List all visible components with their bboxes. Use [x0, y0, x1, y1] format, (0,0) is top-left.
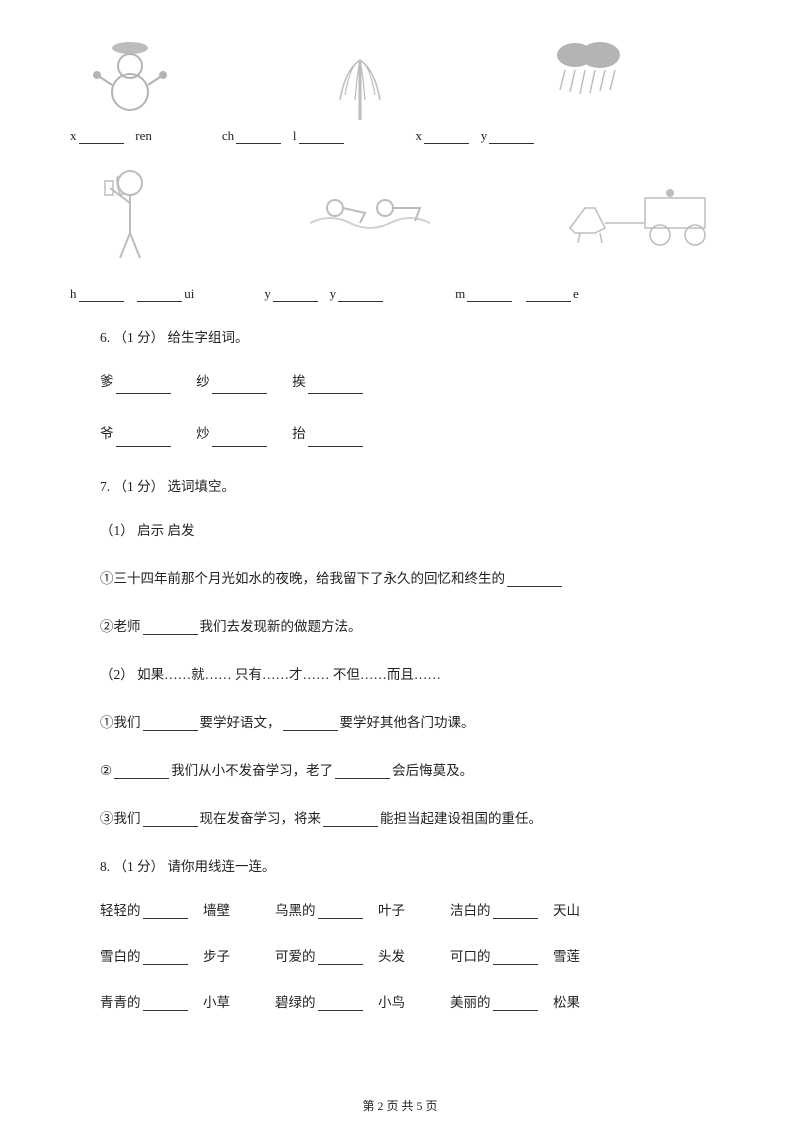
- char-text: 炒: [196, 426, 210, 441]
- sentence-text: 会后悔莫及。: [392, 763, 473, 778]
- char-text: 挨: [292, 374, 306, 389]
- word-text: 洁白的: [450, 903, 491, 918]
- char-text: 爹: [100, 374, 114, 389]
- word-text: 松果: [553, 995, 580, 1010]
- rain-image: [530, 30, 650, 120]
- pinyin-1c: x y: [416, 128, 537, 144]
- q7-line4: ② 我们从小不发奋学习，老了 会后悔莫及。: [100, 759, 740, 779]
- q7-part2-label: （2） 如果……就…… 只有……才…… 不但……而且……: [100, 663, 740, 683]
- snowman-image: [70, 30, 190, 120]
- swimming-image: [300, 168, 450, 258]
- pinyin-text: m: [455, 286, 465, 301]
- word-text: 步子: [203, 949, 230, 964]
- q8-row3: 青青的 小草 碧绿的 小鸟 美丽的 松果: [100, 991, 740, 1011]
- pinyin-text: y: [330, 286, 337, 301]
- sentence-text: ②老师: [100, 619, 141, 634]
- carriage-image: [560, 168, 730, 258]
- word-text: 轻轻的: [100, 903, 141, 918]
- q7-line3: ①我们 要学好语文， 要学好其他各门功课。: [100, 711, 740, 731]
- image-row-2: [60, 168, 740, 258]
- q6-row1: 爹 纱 挨: [100, 370, 740, 394]
- willow-image: [300, 30, 420, 120]
- char-text: 纱: [196, 374, 210, 389]
- q8-row1: 轻轻的 墙壁 乌黑的 叶子 洁白的 天山: [100, 899, 740, 919]
- q6-row2: 爷 炒 抬: [100, 422, 740, 446]
- word-text: 青青的: [100, 995, 141, 1010]
- pinyin-text: ch: [222, 128, 234, 143]
- pinyin-text: y: [481, 128, 488, 143]
- word-text: 乌黑的: [275, 903, 316, 918]
- sentence-text: 要学好语文，: [200, 715, 281, 730]
- q7-header: 7. （1 分） 选词填空。: [100, 475, 740, 495]
- word-text: 天山: [553, 903, 580, 918]
- word-text: 小草: [203, 995, 230, 1010]
- pinyin-row-2: h ui y y m e: [60, 286, 740, 302]
- pinyin-text: y: [264, 286, 271, 301]
- q7-part1-label: （1） 启示 启发: [100, 519, 740, 539]
- q7-line5: ③我们 现在发奋学习，将来 能担当起建设祖国的重任。: [100, 807, 740, 827]
- word-text: 可爱的: [275, 949, 316, 964]
- pinyin-text: l: [293, 128, 297, 143]
- pinyin-text: ren: [135, 128, 152, 143]
- pinyin-text: e: [573, 286, 579, 301]
- sentence-text: 我们去发现新的做题方法。: [200, 619, 362, 634]
- char-text: 爷: [100, 426, 114, 441]
- word-text: 小鸟: [378, 995, 405, 1010]
- sentence-text: ①三十四年前那个月光如水的夜晚，给我留下了永久的回忆和终生的: [100, 571, 505, 586]
- pinyin-1a: x ren: [70, 128, 152, 144]
- sentence-text: 能担当起建设祖国的重任。: [380, 811, 542, 826]
- sentence-text: ③我们: [100, 811, 141, 826]
- q6-header: 6. （1 分） 给生字组词。: [100, 326, 740, 346]
- pinyin-1b: ch l: [222, 128, 346, 144]
- pinyin-text: x: [70, 128, 77, 143]
- char-text: 抬: [292, 426, 306, 441]
- pinyin-2b: y y: [264, 286, 385, 302]
- q8-header: 8. （1 分） 请你用线连一连。: [100, 855, 740, 875]
- sentence-text: 我们从小不发奋学习，老了: [171, 763, 333, 778]
- word-text: 墙壁: [203, 903, 230, 918]
- q8-row2: 雪白的 步子 可爱的 头发 可口的 雪莲: [100, 945, 740, 965]
- word-text: 头发: [378, 949, 405, 964]
- page-footer: 第 2 页 共 5 页: [0, 1097, 800, 1114]
- sentence-text: 现在发奋学习，将来: [200, 811, 322, 826]
- pinyin-2c: m e: [455, 286, 579, 302]
- pinyin-text: x: [416, 128, 423, 143]
- word-text: 雪莲: [553, 949, 580, 964]
- pinyin-row-1: x ren ch l x y: [60, 128, 740, 144]
- word-text: 碧绿的: [275, 995, 316, 1010]
- image-row-1: [60, 30, 740, 120]
- sentence-text: ②: [100, 763, 112, 778]
- word-text: 叶子: [378, 903, 405, 918]
- word-text: 美丽的: [450, 995, 491, 1010]
- word-text: 雪白的: [100, 949, 141, 964]
- sentence-text: 要学好其他各门功课。: [340, 715, 475, 730]
- sentence-text: ①我们: [100, 715, 141, 730]
- pinyin-2a: h ui: [70, 286, 194, 302]
- pinyin-text: h: [70, 286, 77, 301]
- pinyin-text: ui: [184, 286, 194, 301]
- drinking-image: [70, 168, 190, 258]
- q7-line2: ②老师 我们去发现新的做题方法。: [100, 615, 740, 635]
- q7-line1: ①三十四年前那个月光如水的夜晚，给我留下了永久的回忆和终生的: [100, 567, 740, 587]
- word-text: 可口的: [450, 949, 491, 964]
